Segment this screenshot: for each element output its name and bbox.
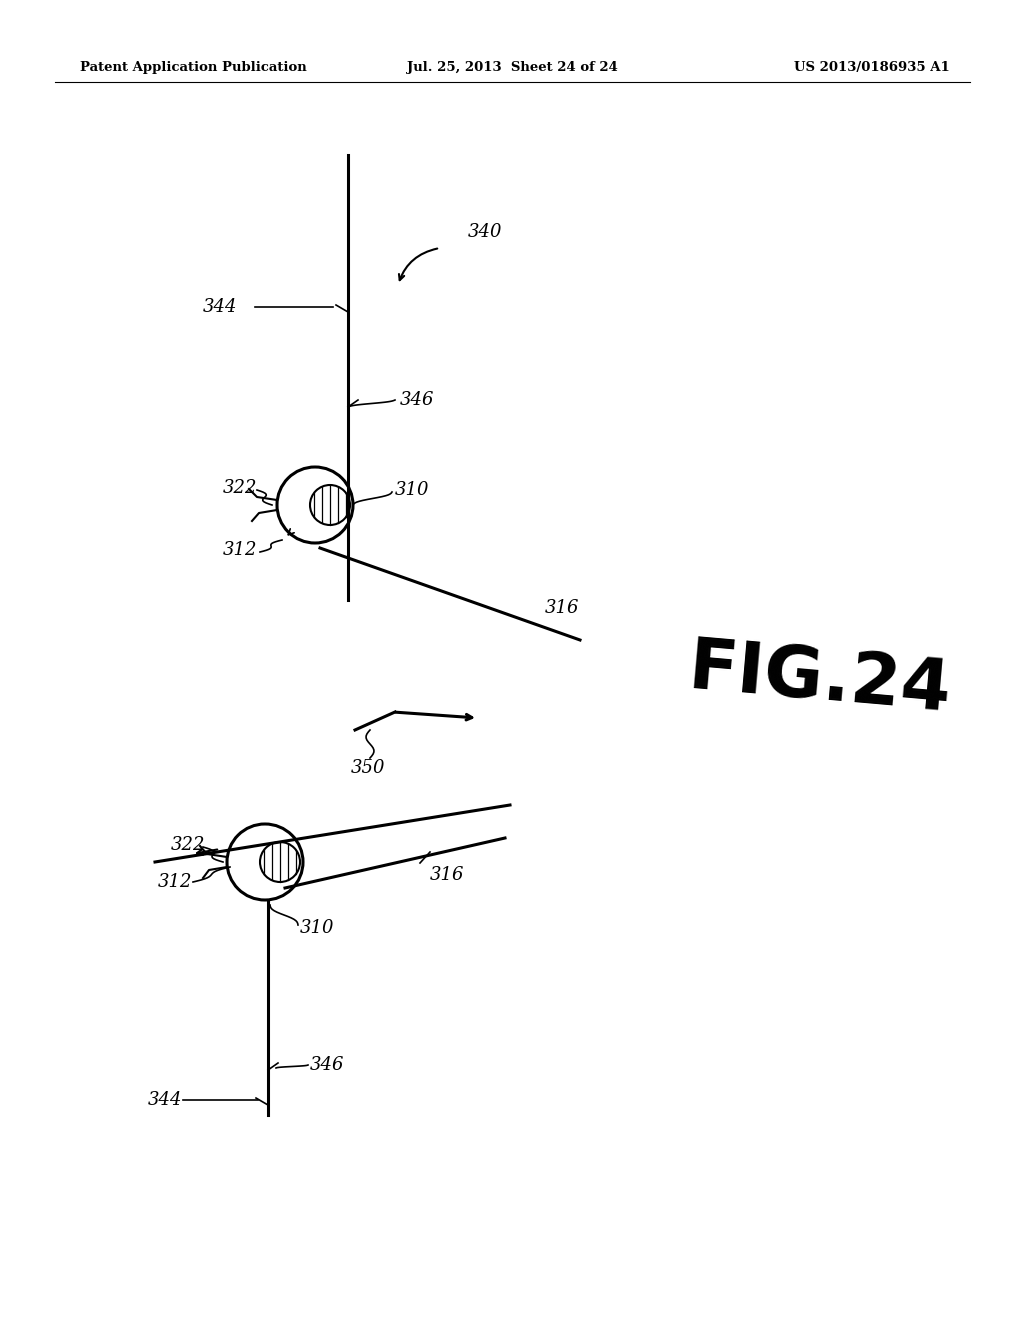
Text: 322: 322 bbox=[223, 479, 257, 498]
Text: US 2013/0186935 A1: US 2013/0186935 A1 bbox=[795, 62, 950, 74]
Text: FIG.24: FIG.24 bbox=[686, 634, 954, 726]
Text: Patent Application Publication: Patent Application Publication bbox=[80, 62, 307, 74]
Text: 310: 310 bbox=[300, 919, 335, 937]
Text: 316: 316 bbox=[545, 599, 580, 616]
Text: 316: 316 bbox=[430, 866, 465, 884]
Text: 310: 310 bbox=[395, 480, 429, 499]
Text: 344: 344 bbox=[147, 1092, 182, 1109]
Text: Jul. 25, 2013  Sheet 24 of 24: Jul. 25, 2013 Sheet 24 of 24 bbox=[407, 62, 617, 74]
Text: 322: 322 bbox=[171, 836, 205, 854]
Text: 312: 312 bbox=[158, 873, 193, 891]
Text: 340: 340 bbox=[468, 223, 503, 242]
Text: 312: 312 bbox=[223, 541, 257, 558]
Text: 346: 346 bbox=[400, 391, 434, 409]
Text: 344: 344 bbox=[203, 298, 238, 315]
Text: 346: 346 bbox=[310, 1056, 344, 1074]
Text: 350: 350 bbox=[351, 759, 385, 777]
